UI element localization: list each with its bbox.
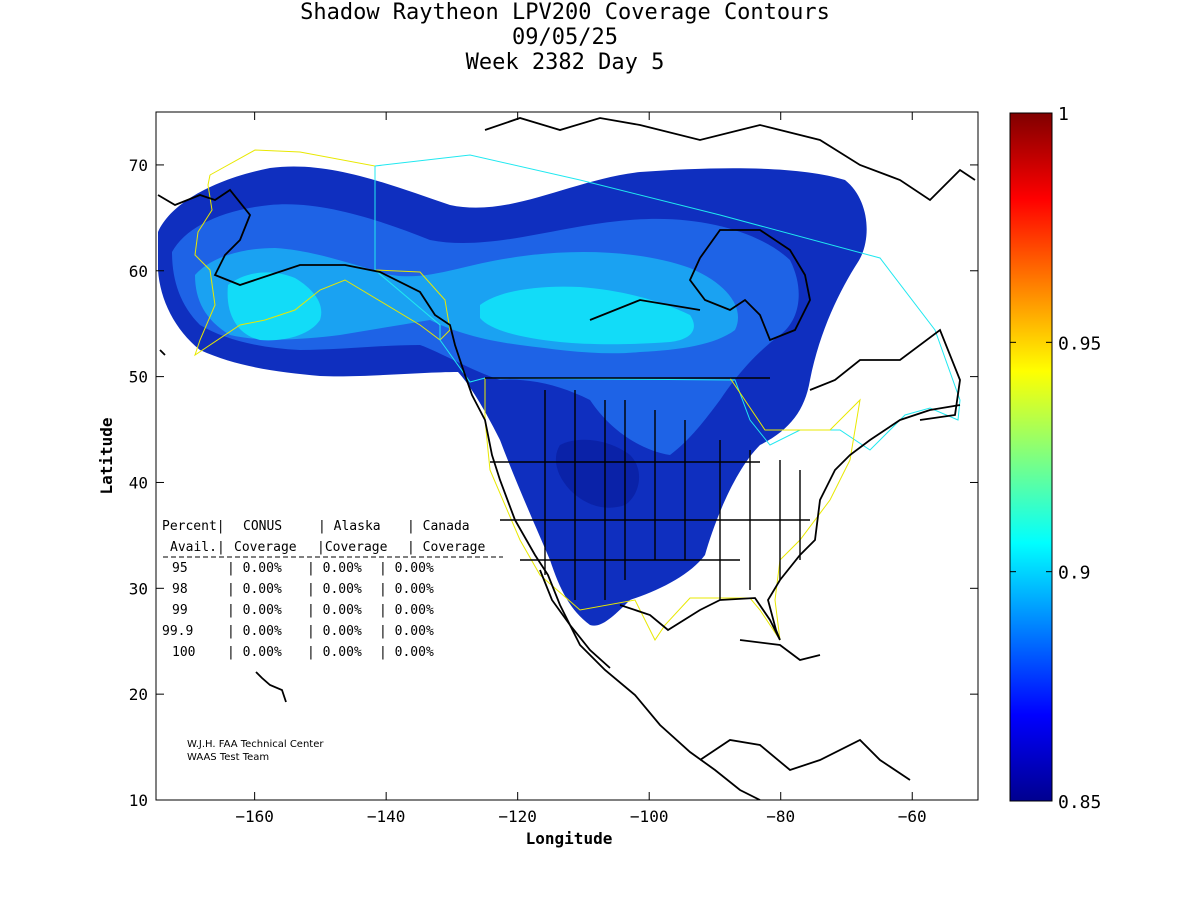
axis-tick-labels: −160 −140 −120 −100 −80 −60 10 20 30 40 50 60 70 [129, 156, 927, 826]
stats-cell: | 0.00% [227, 624, 282, 639]
stats-cell: 95 [172, 561, 188, 576]
stats-cell: | 0.00% [307, 582, 362, 597]
stats-cell: 99 [172, 603, 188, 618]
colorbar-labels: 0.85 0.9 0.95 1 [1010, 104, 1101, 813]
stats-cell: | 0.00% [307, 561, 362, 576]
y-axis-label: Latitude [97, 417, 116, 494]
stats-row: 98 | 0.00% | 0.00% | 0.00% [172, 582, 434, 597]
stats-h2-c0: Avail.| [170, 540, 225, 555]
stats-cell: | 0.00% [379, 603, 434, 618]
stats-h1-c0: Percent| [162, 519, 225, 534]
stats-row: 95 | 0.00% | 0.00% | 0.00% [172, 561, 434, 576]
stats-cell: | 0.00% [307, 624, 362, 639]
stats-h1-c3: | Canada [407, 519, 470, 534]
stats-cell: | 0.00% [307, 603, 362, 618]
stats-cell: 100 [172, 645, 195, 660]
stats-table: Percent| CONUS | Alaska | Canada Avail.|… [162, 519, 503, 660]
canada-boundary [374, 154, 961, 451]
x-tick-label: −160 [235, 807, 274, 826]
chart-title: Shadow Raytheon LPV200 Coverage Contours [300, 0, 830, 25]
stats-cell: | 0.00% [379, 624, 434, 639]
stats-cell: | 0.00% [227, 645, 282, 660]
colorbar-tick-label: 0.85 [1058, 792, 1101, 813]
stats-h2-c2: |Coverage [317, 540, 388, 555]
credit-line-2: WAAS Test Team [187, 752, 269, 763]
state-borders [485, 377, 810, 600]
y-tick-label: 30 [129, 579, 148, 598]
coverage-band-cyan [227, 272, 694, 345]
y-tick-label: 50 [129, 368, 148, 387]
stats-cell: 99.9 [162, 624, 193, 639]
colorbar-tick-label: 0.95 [1058, 333, 1101, 354]
stats-cell: | 0.00% [379, 582, 434, 597]
colorbar-tick-label: 0.9 [1058, 563, 1091, 584]
coverage-band-dark-core [555, 439, 640, 508]
y-tick-label: 20 [129, 685, 148, 704]
colorbar [1009, 112, 1053, 802]
y-tick-label: 60 [129, 262, 148, 281]
stats-cell: | 0.00% [227, 582, 282, 597]
x-tick-label: −60 [898, 807, 927, 826]
x-tick-label: −120 [498, 807, 537, 826]
stats-header-row-2: Avail.| Coverage |Coverage | Coverage [170, 540, 485, 555]
stats-cell: | 0.00% [379, 561, 434, 576]
stats-row: 99.9 | 0.00% | 0.00% | 0.00% [162, 624, 434, 639]
stats-h1-c2: | Alaska [318, 519, 381, 534]
stats-cell: 98 [172, 582, 188, 597]
stats-row: 100 | 0.00% | 0.00% | 0.00% [172, 645, 434, 660]
x-tick-label: −100 [630, 807, 669, 826]
conus-boundary [484, 377, 861, 641]
x-tick-label: −140 [367, 807, 406, 826]
y-tick-label: 40 [129, 473, 148, 492]
stats-cell: | 0.00% [307, 645, 362, 660]
y-tick-label: 10 [129, 791, 148, 810]
stats-h2-c3: | Coverage [407, 540, 485, 555]
colorbar-tick-label: 1 [1058, 104, 1069, 125]
axis-ticks [156, 112, 978, 801]
stats-header-row-1: Percent| CONUS | Alaska | Canada [162, 519, 470, 534]
chart-date: 09/05/25 [512, 25, 618, 50]
y-tick-label: 70 [129, 156, 148, 175]
stats-cell: | 0.00% [227, 561, 282, 576]
credit-line-1: W.J.H. FAA Technical Center [187, 739, 324, 750]
stats-cell: | 0.00% [379, 645, 434, 660]
x-axis-label: Longitude [526, 829, 613, 848]
stats-h2-c1: Coverage [234, 540, 297, 555]
plot-frame [155, 111, 979, 801]
stats-h1-c1: CONUS [243, 519, 282, 534]
chart-week: Week 2382 Day 5 [465, 50, 665, 75]
stats-cell: | 0.00% [227, 603, 282, 618]
stats-row: 99 | 0.00% | 0.00% | 0.00% [172, 603, 434, 618]
x-tick-label: −80 [766, 807, 795, 826]
